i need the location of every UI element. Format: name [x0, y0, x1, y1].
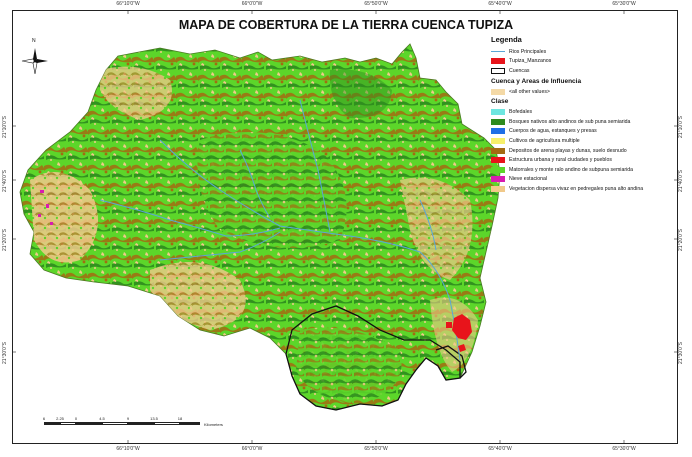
legend-class-list: Bofedales Bosques nativos alto andinos d…: [491, 107, 671, 193]
grid-label-bottom: 66°0'0"W: [241, 446, 263, 452]
grid-label-top: 66°10'0"W: [116, 1, 140, 7]
scale-bar: 6 2.25 0 4.5 9 13.5 18 Kilometers: [42, 416, 223, 431]
scale-label: 2.25: [56, 416, 64, 421]
grid-label-bottom: 65°50'0"W: [364, 446, 388, 452]
grid-label-right: 21°40'0"S: [677, 170, 684, 192]
sub-basin-outline: [285, 305, 461, 411]
basin-outline-swatch: [491, 67, 505, 74]
scale-label: 6: [42, 416, 46, 421]
class-swatch: [491, 137, 505, 144]
map-neatline: [12, 10, 678, 444]
legend-class-item: Cuerpos de agua, estanques y presas: [491, 127, 671, 137]
urban-swatch: [491, 58, 505, 65]
watershed-region: [19, 43, 501, 411]
grid-label-top: 65°50'0"W: [364, 1, 388, 7]
legend-influence-heading: Cuenca y Areas de Influencia: [491, 77, 582, 85]
legend-item: Cuencas: [491, 66, 671, 76]
scale-label: 9: [126, 416, 130, 421]
legend-class-heading: Clase: [491, 98, 509, 106]
class-swatch: [491, 118, 505, 125]
class-swatch: [491, 109, 505, 116]
scale-label: 13.5: [150, 416, 158, 421]
grid-label-right: 21°20'0"S: [677, 229, 684, 251]
river-line-swatch: [491, 51, 505, 53]
main-rivers: [99, 99, 461, 361]
legend-title: Legenda: [491, 35, 522, 44]
grid-label-left: 21°20'0"S: [1, 229, 8, 251]
grid-label-left: 21°30'0"S: [1, 342, 8, 364]
legend-class-item: Estructura urbana y rural ciudades y pue…: [491, 155, 671, 165]
grid-label-left: 21°10'0"S: [1, 116, 8, 138]
grid-label-top: 65°40'0"W: [488, 1, 512, 7]
grid-label-right: 21°10'0"S: [677, 116, 684, 138]
legend-class-item: Nieve estacional: [491, 175, 671, 185]
scale-label: 18: [177, 416, 183, 421]
scale-unit: Kilometers: [204, 422, 223, 427]
seasonal-snow: [38, 190, 53, 225]
influence-swatch: [491, 88, 505, 95]
legend-class-item: Cultivos de agricultura multiple: [491, 136, 671, 146]
grid-label-bottom: 66°10'0"W: [116, 446, 140, 452]
legend-item: <all other values>: [491, 87, 671, 97]
class-swatch: [491, 185, 505, 192]
grid-label-bottom: 65°30'0"W: [612, 446, 636, 452]
legend-item: Rios Principales: [491, 47, 671, 57]
north-arrow-icon: [21, 48, 48, 75]
legend-class-item: Bofedales: [491, 107, 671, 117]
class-swatch: [491, 176, 505, 183]
legend-class-item: Depositos de arena playas y dunas, suelo…: [491, 146, 671, 156]
legend-class-item: Vegetacion dispersa vivaz en pedregales …: [491, 184, 671, 194]
map-legend: Legenda Rios Principales Tupiza_Manzanos…: [491, 35, 671, 194]
legend-item: Tupiza_Manzanos: [491, 57, 671, 67]
tupiza-urban-area: [446, 314, 472, 352]
grid-label-top: 65°30'0"W: [612, 1, 636, 7]
class-swatch: [491, 147, 505, 154]
legend-class-item: Matorrales y monte ralo andino de subpun…: [491, 165, 671, 175]
class-swatch: [491, 166, 505, 173]
scale-label: 0: [74, 416, 78, 421]
scale-label: 4.5: [99, 416, 105, 421]
grid-label-bottom: 65°40'0"W: [488, 446, 512, 452]
class-swatch: [491, 128, 505, 135]
grid-label-right: 21°30'0"S: [677, 342, 684, 364]
grid-label-top: 66°0'0"W: [241, 1, 263, 7]
map-title: MAPA DE COBERTURA DE LA TIERRA CUENCA TU…: [178, 18, 514, 32]
class-swatch: [491, 157, 505, 164]
legend-class-item: Bosques nativos alto andinos de sub puna…: [491, 117, 671, 127]
grid-label-left: 21°40'0"S: [1, 170, 8, 192]
north-label: N: [32, 38, 36, 44]
